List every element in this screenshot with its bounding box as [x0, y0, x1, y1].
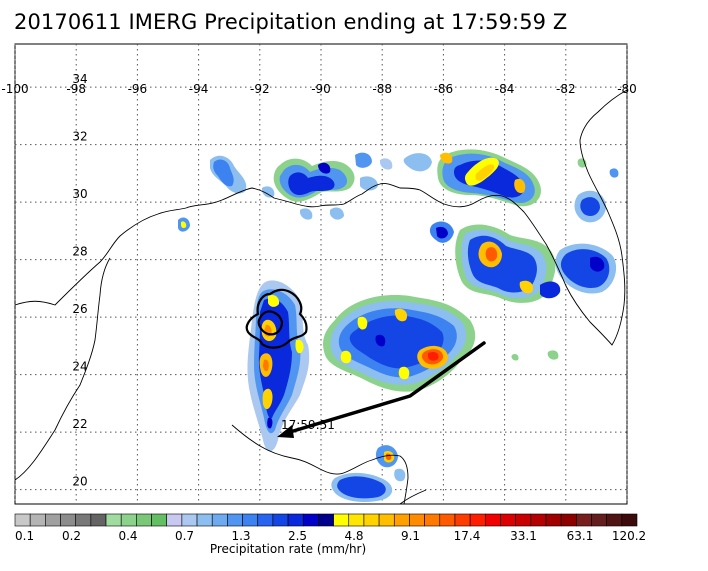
colorbar-swatch — [29, 513, 46, 527]
lat-tick-label: 20 — [72, 475, 87, 489]
colorbar-tick-label: 2.5 — [288, 529, 307, 543]
colorbar-swatch — [45, 513, 61, 527]
colorbar-swatch — [591, 513, 607, 527]
axis-ticks: -100 -98 -96 -94 -92 -90 -88 -86 -84 -82 -80 34 32 30… — [1, 72, 636, 489]
colorbar-tick-label: 0.7 — [175, 529, 194, 543]
colorbar-swatch — [424, 513, 441, 527]
lat-tick-label: 22 — [72, 417, 87, 431]
colorbar-tick-label: 0.2 — [62, 529, 81, 543]
colorbar-swatch — [530, 513, 547, 527]
lon-tick-label: -82 — [556, 82, 576, 96]
colorbar-tick-label: 17.4 — [454, 529, 481, 543]
lon-tick-label: -96 — [128, 82, 148, 96]
lon-tick-label: -90 — [311, 82, 331, 96]
colorbar-swatch — [515, 513, 532, 527]
colorbar-swatch — [60, 513, 76, 527]
lon-tick-label: -92 — [250, 82, 270, 96]
colorbar-swatch — [606, 513, 623, 527]
colorbar-swatch — [500, 513, 516, 527]
colorbar-swatch — [242, 513, 259, 527]
colorbar-swatch — [272, 513, 289, 527]
storm-track-line — [288, 341, 486, 434]
lat-tick-label: 34 — [72, 72, 87, 86]
colorbar-swatch — [181, 513, 198, 527]
lat-tick-label: 28 — [72, 245, 87, 259]
colorbar-swatch — [302, 513, 319, 527]
outline-contour — [245, 288, 308, 349]
colorbar-swatch — [120, 513, 137, 527]
colorbar-tick-label: 4.8 — [344, 529, 363, 543]
lon-tick-label: -98 — [66, 82, 86, 96]
colorbar-tick-label: 63.1 — [567, 529, 594, 543]
colorbar-swatch — [439, 513, 456, 527]
colorbar-swatch — [560, 513, 577, 527]
lat-tick-label: 24 — [72, 360, 87, 374]
lat-tick-label: 26 — [72, 302, 87, 316]
colorbar-swatch — [227, 513, 243, 527]
colorbar-swatch — [484, 513, 501, 527]
precipitation-field — [178, 149, 619, 502]
colorbar-tick-label: 33.1 — [510, 529, 537, 543]
colorbar: 0.1 0.2 0.4 0.7 1.3 2.5 4.8 9.1 17.4 33.1 63.1 120.… — [14, 513, 646, 543]
colorbar-swatch — [409, 513, 425, 527]
colorbar-swatch — [75, 513, 92, 527]
colorbar-swatch — [14, 513, 31, 527]
colorbar-swatch — [287, 513, 304, 527]
colorbar-swatch — [90, 513, 107, 527]
lon-tick-label: -86 — [434, 82, 454, 96]
colorbar-swatch — [166, 513, 183, 527]
lat-tick-label: 32 — [72, 130, 87, 144]
lon-tick-label: -84 — [495, 82, 515, 96]
track-time-label: 17:59:51 — [281, 418, 335, 432]
colorbar-swatch — [151, 513, 168, 527]
colorbar-swatch — [257, 513, 274, 527]
track-arrow-icon — [277, 425, 294, 438]
lat-tick-label: 30 — [72, 187, 87, 201]
colorbar-swatch — [105, 513, 122, 527]
colorbar-swatch — [318, 513, 334, 527]
colorbar-tick-label: 120.2 — [612, 529, 646, 543]
colorbar-swatch — [196, 513, 213, 527]
colorbar-swatch — [621, 513, 638, 527]
colorbar-tick-label: 0.4 — [118, 529, 137, 543]
colorbar-swatch — [333, 513, 350, 527]
colorbar-swatch — [378, 513, 395, 527]
colorbar-title: Precipitation rate (mm/hr) — [210, 542, 366, 556]
lon-tick-label: -94 — [189, 82, 209, 96]
lon-tick-label: -88 — [372, 82, 392, 96]
colorbar-swatch — [454, 513, 471, 527]
colorbar-swatch — [211, 513, 228, 527]
colorbar-swatch — [469, 513, 486, 527]
colorbar-tick-label: 9.1 — [401, 529, 420, 543]
colorbar-swatch — [545, 513, 562, 527]
colorbar-tick-label: 1.3 — [231, 529, 250, 543]
coastlines — [14, 89, 628, 505]
outline-contour-inner — [257, 310, 284, 336]
page-title: 20170611 IMERG Precipitation ending at 1… — [14, 10, 568, 34]
colorbar-swatch — [393, 513, 410, 527]
colorbar-swatch — [576, 513, 592, 527]
colorbar-tick-label: 0.1 — [15, 529, 34, 543]
colorbar-swatch — [136, 513, 152, 527]
lon-tick-label: -100 — [1, 82, 28, 96]
lon-tick-label: -80 — [617, 82, 637, 96]
colorbar-swatch — [363, 513, 380, 527]
colorbar-swatch — [348, 513, 365, 527]
